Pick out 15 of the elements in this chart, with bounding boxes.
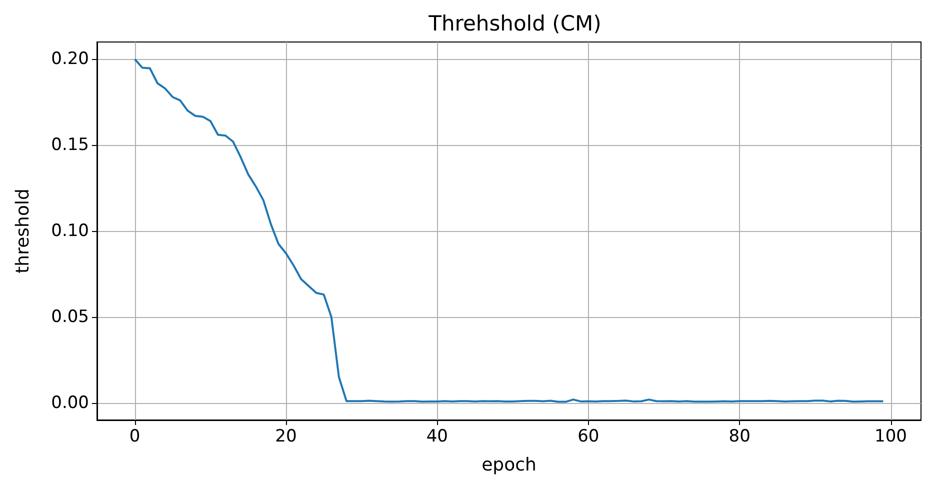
- y-tick-label: 0.20: [51, 49, 89, 70]
- x-tick-label: 80: [728, 426, 750, 446]
- y-axis-title: threshold: [12, 188, 34, 274]
- y-tick-label: 0.00: [51, 392, 89, 413]
- y-tick-label: 0.10: [51, 221, 89, 241]
- y-tick-label: 0.15: [51, 135, 89, 156]
- x-axis-title: epoch: [482, 454, 536, 476]
- x-tick-label: 60: [578, 426, 600, 446]
- x-tick-label: 20: [275, 426, 297, 446]
- x-tick-label: 40: [426, 426, 448, 446]
- x-tick-label: 100: [874, 426, 907, 446]
- line-series: [134, 58, 884, 403]
- x-tick-label: 0: [129, 426, 140, 446]
- y-tick-label: 0.05: [51, 306, 89, 327]
- chart-title: Threhshold (CM): [428, 12, 602, 36]
